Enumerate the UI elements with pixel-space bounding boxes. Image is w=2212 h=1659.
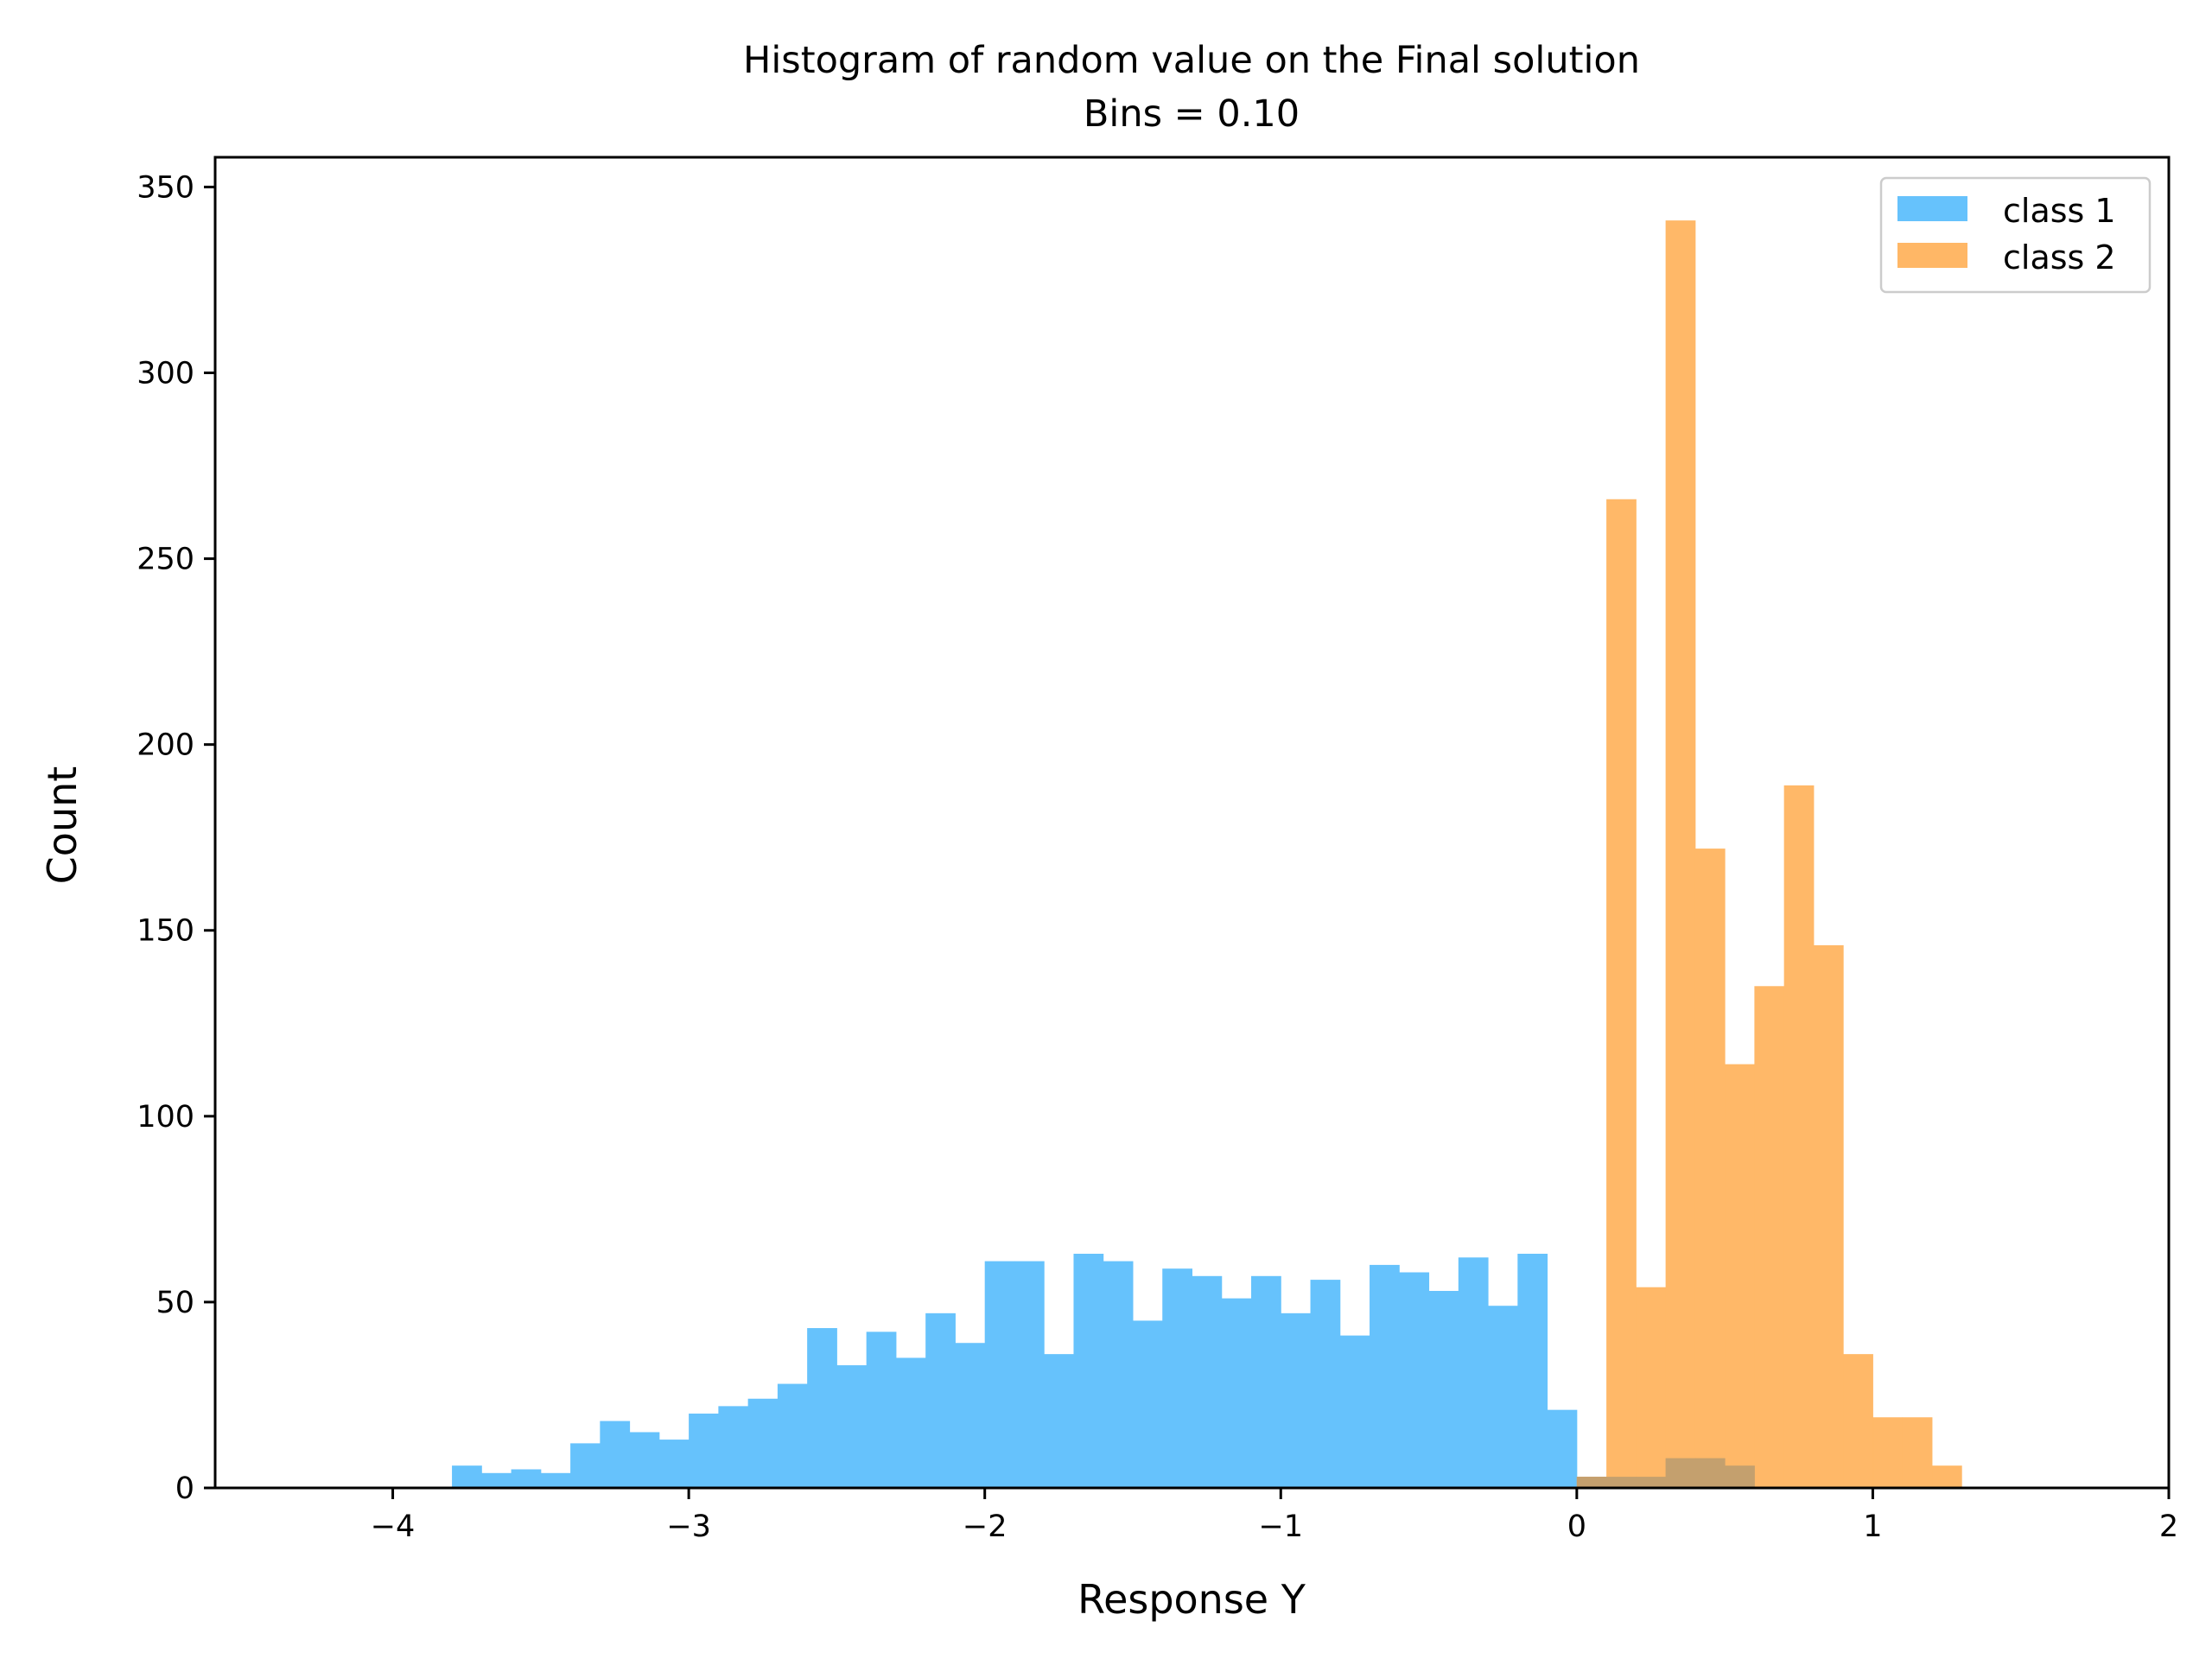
- histogram-bar: [1162, 1268, 1192, 1488]
- histogram-bar: [1103, 1261, 1134, 1488]
- histogram-bar: [1458, 1257, 1489, 1488]
- legend-swatch-class-2: [1897, 243, 1967, 268]
- x-tick-label: −1: [1258, 1510, 1303, 1544]
- plot-frame: [213, 156, 2171, 1490]
- histogram-bar: [1014, 1261, 1045, 1488]
- histogram-overlap-bar: [1636, 1477, 1667, 1488]
- histogram-bar: [1606, 499, 1637, 1489]
- histogram-bar: [1754, 986, 1785, 1488]
- histogram-bar: [629, 1432, 660, 1488]
- histogram-bar: [689, 1413, 719, 1488]
- legend-label-class-1: class 1: [2003, 192, 2116, 230]
- x-axis-ticks: −4 −3 −2 −1 0 1 2: [371, 1488, 2178, 1544]
- histogram-bar: [866, 1332, 897, 1488]
- histogram-overlap-bar: [1694, 1458, 1726, 1488]
- histogram-bar: [1636, 1287, 1667, 1488]
- histogram-bar: [1044, 1354, 1074, 1488]
- histogram-bar: [1370, 1264, 1400, 1488]
- histogram-bar: [747, 1398, 779, 1488]
- histogram-bar: [1725, 1064, 1755, 1488]
- histogram-bar: [1488, 1306, 1518, 1488]
- histogram-bar: [1783, 785, 1815, 1488]
- histogram-bar: [1310, 1280, 1341, 1488]
- histogram-bar: [1843, 1354, 1873, 1488]
- class-2-bars: [1576, 220, 1962, 1489]
- histogram-bar: [481, 1472, 512, 1488]
- histogram-bar: [1132, 1320, 1163, 1488]
- y-tick-label: 100: [137, 1100, 194, 1135]
- y-tick-label: 200: [137, 728, 194, 763]
- y-axis-ticks: 0 50 100 150 200 250 300 350: [137, 170, 215, 1506]
- x-tick-label: −3: [666, 1510, 711, 1544]
- x-tick-label: 2: [2159, 1510, 2178, 1544]
- histogram-bar: [1694, 849, 1726, 1488]
- histogram-bar: [1339, 1335, 1370, 1488]
- histogram-overlap-bar: [1606, 1477, 1637, 1488]
- histogram-overlap-bar: [1725, 1465, 1755, 1488]
- y-tick-label: 50: [156, 1286, 194, 1320]
- histogram-bar: [955, 1343, 986, 1488]
- histogram-bar: [511, 1469, 542, 1488]
- chart-title: Histogram of random value on the Final s…: [743, 39, 1640, 82]
- histogram-overlap-bar: [1665, 1458, 1696, 1488]
- y-tick-label: 250: [137, 543, 194, 577]
- y-axis-label: Count: [39, 766, 86, 885]
- histogram-bar: [718, 1406, 749, 1488]
- legend: class 1 class 2: [1879, 176, 2152, 294]
- histogram-bar: [1872, 1417, 1904, 1488]
- y-tick-label: 350: [137, 170, 194, 205]
- histogram-bar: [1547, 1409, 1578, 1488]
- histogram-bar: [1813, 944, 1844, 1488]
- y-tick-label: 0: [175, 1471, 194, 1506]
- histogram-bar: [807, 1328, 837, 1488]
- histogram-bar: [570, 1443, 601, 1488]
- histogram-bar: [925, 1313, 956, 1488]
- y-tick-label: 150: [137, 914, 194, 949]
- histogram-bar: [600, 1421, 631, 1488]
- histogram-bar: [658, 1440, 690, 1488]
- y-tick-label: 300: [137, 356, 194, 391]
- histogram-overlap-bar: [1576, 1477, 1607, 1488]
- x-tick-label: 1: [1863, 1510, 1882, 1544]
- x-axis-label: Response Y: [1077, 1576, 1306, 1623]
- histogram-bar: [1665, 220, 1696, 1488]
- histogram-bar: [1251, 1275, 1281, 1488]
- legend-label-class-2: class 2: [2003, 238, 2116, 276]
- histogram-bar: [1517, 1253, 1548, 1488]
- histogram-bar: [540, 1472, 571, 1488]
- histogram-bar: [984, 1261, 1015, 1488]
- histogram-bar: [1073, 1253, 1104, 1488]
- x-tick-label: −2: [963, 1510, 1007, 1544]
- histogram-bar: [895, 1357, 926, 1488]
- histogram-bar: [1428, 1291, 1459, 1488]
- x-tick-label: −4: [371, 1510, 416, 1544]
- chart-subtitle: Bins = 0.10: [1084, 92, 1300, 136]
- histogram-bar: [1192, 1275, 1223, 1488]
- histogram-bar: [452, 1465, 482, 1488]
- histogram-bar: [777, 1383, 808, 1488]
- histogram-bar: [1399, 1272, 1430, 1488]
- histogram-bar: [1221, 1298, 1252, 1488]
- histogram-bar: [1281, 1313, 1312, 1488]
- histogram-bar: [836, 1365, 868, 1488]
- legend-swatch-class-1: [1897, 196, 1967, 221]
- histogram-bar: [1931, 1465, 1962, 1488]
- histogram-bar: [1902, 1417, 1933, 1488]
- x-tick-label: 0: [1567, 1510, 1586, 1544]
- class-1-bars: [452, 1253, 1755, 1488]
